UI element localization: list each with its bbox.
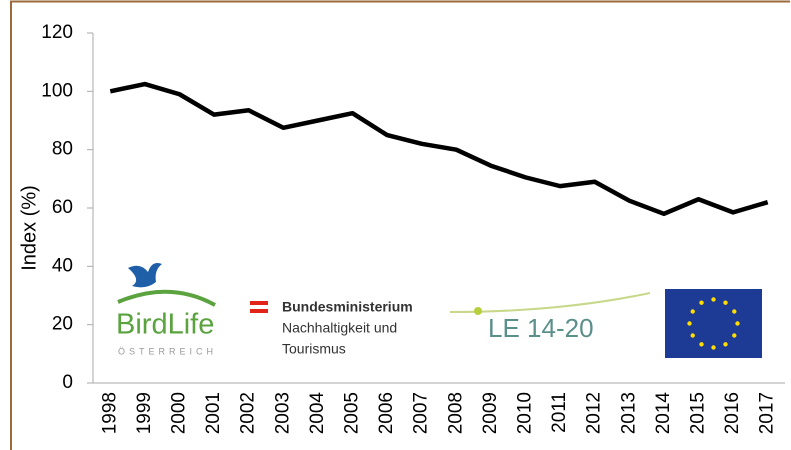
arc	[117, 289, 216, 307]
bird-icon	[128, 263, 162, 288]
star	[723, 342, 728, 347]
star	[732, 309, 737, 314]
logo-text: ÖSTERREICH	[118, 346, 217, 356]
logo-text: Nachhaltigkeit und	[282, 320, 397, 336]
flag-mark	[250, 301, 268, 305]
logo-text: Tourismus	[282, 341, 346, 357]
y-tick-label: 120	[41, 22, 73, 43]
star	[699, 342, 704, 347]
x-tick-label: 2007	[411, 392, 432, 434]
star	[735, 321, 740, 326]
x-tick-label: 2013	[618, 392, 639, 434]
x-tick-label: 1999	[134, 392, 155, 434]
logo-text: Bundesministerium	[282, 299, 413, 315]
x-tick-label: 2001	[203, 392, 224, 434]
x-tick-label: 2016	[722, 392, 743, 434]
y-tick-label: 0	[62, 372, 73, 393]
x-tick-label: 2010	[515, 392, 536, 434]
eu-flag	[665, 289, 762, 358]
x-tick-label: 2002	[238, 392, 259, 434]
y-tick-label: 60	[52, 197, 73, 218]
x-tick-label: 1998	[99, 392, 120, 434]
star	[723, 300, 728, 305]
x-tick-label: 2017	[757, 392, 778, 434]
x-tick-label: 2015	[688, 392, 709, 434]
frame	[10, 0, 790, 450]
x-tick-label: 2009	[480, 392, 501, 434]
x-tick-label: 2005	[342, 392, 363, 434]
x-tick-label: 2003	[272, 392, 293, 434]
star	[690, 309, 695, 314]
y-tick-label: 80	[52, 139, 73, 160]
star	[687, 321, 692, 326]
star	[690, 333, 695, 338]
flag-mark	[250, 309, 268, 313]
x-tick-label: 2008	[445, 392, 466, 434]
x-tick-label: 2011	[549, 392, 570, 433]
y-tick-label: 100	[41, 80, 73, 101]
x-tick-label: 2004	[307, 392, 328, 435]
x-tick-label: 2006	[376, 392, 397, 434]
le-logo: LE 14-20	[449, 292, 651, 343]
star	[732, 333, 737, 338]
logo-text: LE 14-20	[488, 313, 594, 343]
x-tick-label: 2000	[169, 392, 190, 434]
line	[109, 81, 769, 217]
star	[711, 297, 716, 302]
x-tick-label: 2012	[584, 392, 605, 434]
birdlife-logo: BirdLife ÖSTERREICH	[116, 263, 217, 356]
y-tick-label: 40	[52, 255, 73, 276]
y-axis-label: Index (%)	[18, 185, 40, 271]
ministry-logo: Bundesministerium Nachhaltigkeit und Tou…	[250, 299, 413, 357]
logo-text: BirdLife	[116, 309, 214, 341]
y-tick-label: 20	[52, 314, 73, 335]
star	[711, 345, 716, 350]
dot	[474, 307, 482, 315]
star	[699, 300, 704, 305]
x-tick-label: 2014	[653, 392, 674, 435]
